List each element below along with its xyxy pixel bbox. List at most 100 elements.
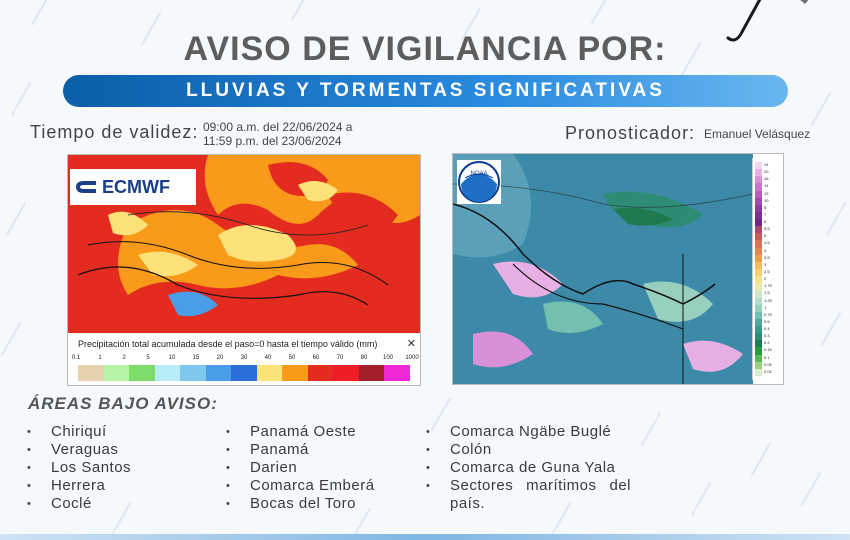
ecmwf-scale-swatch <box>282 365 308 381</box>
noaa-logo-icon: NOAA <box>458 161 500 203</box>
validity-label: Tiempo de validez: <box>30 122 199 142</box>
noaa-scale-label: 12 <box>764 190 769 196</box>
noaa-scale-label: 10 <box>764 197 769 203</box>
ecmwf-logo: ECMWF <box>70 169 196 205</box>
ecmwf-scale-label: 40 <box>264 355 272 361</box>
noaa-scale-swatch <box>755 311 762 319</box>
validity-line-2: 11:59 p.m. del 23/06/2024 <box>203 134 342 148</box>
areas-column-3: Comarca Ngäbe BugléColónComarca de Guna … <box>426 423 631 513</box>
close-icon: ✕ <box>406 338 416 350</box>
noaa-scale-label: 1 <box>764 304 767 310</box>
area-list-item: Sectores marítimos del país. <box>426 477 631 513</box>
noaa-scale-label: 1.25 <box>764 297 772 303</box>
noaa-scale-label: 0.2 <box>764 340 770 346</box>
noaa-scale-swatch <box>755 318 762 327</box>
area-list-item: Bocas del Toro <box>226 495 416 513</box>
area-list-item: Chiriquí <box>27 423 197 441</box>
area-list-item: Veraguas <box>27 441 197 459</box>
noaa-scale-label: 0.15 <box>764 347 772 353</box>
noaa-scale-swatch <box>755 261 762 269</box>
ecmwf-scale-label: 60 <box>312 355 320 361</box>
noaa-scale-swatch <box>755 283 762 291</box>
ecmwf-logo-text: ECMWF <box>102 176 170 197</box>
noaa-scale-swatch <box>755 304 762 312</box>
ecmwf-map-image <box>68 155 420 335</box>
area-list-item: Panamá Oeste <box>226 423 416 441</box>
noaa-scale-swatch <box>755 340 762 348</box>
noaa-scale-swatch <box>755 333 762 341</box>
noaa-scale-swatch <box>755 254 762 262</box>
noaa-scale-swatch <box>755 183 762 191</box>
ecmwf-scale-label: 10 <box>168 355 176 361</box>
noaa-scale-swatch <box>755 326 762 334</box>
ecmwf-scale-label: 2 <box>122 355 126 361</box>
validity-line-1: 09:00 a.m. del 22/06/2024 a <box>203 120 353 134</box>
noaa-scale-swatch <box>755 276 762 284</box>
ecmwf-scale-label: 50 <box>288 355 296 361</box>
ecmwf-scale-label: 5 <box>146 355 150 361</box>
ecmwf-precipitation-map: ECMWF Precipitación total acumulada desd… <box>67 154 421 386</box>
ecmwf-scale-label: 1000 <box>405 355 419 361</box>
area-list-item: Panamá <box>226 441 416 459</box>
noaa-scale-label: 5.5 <box>764 226 770 232</box>
area-list-item: Darien <box>226 459 416 477</box>
noaa-scale-swatch <box>755 347 762 355</box>
noaa-scale-swatch <box>755 247 762 255</box>
ecmwf-scale-swatch <box>231 365 257 381</box>
noaa-scale-swatch <box>755 169 762 177</box>
area-list-item: Herrera <box>27 477 197 495</box>
area-list-item: Comarca Emberá <box>226 477 416 495</box>
noaa-scale-swatch <box>755 354 762 362</box>
noaa-scale-label: 0.5 <box>764 318 770 324</box>
noaa-logo: NOAA <box>457 160 501 204</box>
noaa-scale-swatch <box>755 361 762 369</box>
area-list-item: Colón <box>426 441 631 459</box>
noaa-scale-label: 0.01 <box>764 368 772 374</box>
noaa-scale-swatch <box>755 197 762 205</box>
umbrella-icon <box>726 0 809 42</box>
noaa-scale-label: 6 <box>764 219 767 225</box>
noaa-scale-swatch <box>755 240 762 248</box>
ecmwf-scale-label: 0.1 <box>71 355 81 361</box>
ecmwf-scale-swatch <box>180 365 206 381</box>
ecmwf-legend-caption: Precipitación total acumulada desde el p… <box>78 339 378 349</box>
noaa-scale-label: 14 <box>764 183 769 189</box>
areas-column-1: ChiriquíVeraguasLos SantosHerreraCoclé <box>27 423 197 513</box>
noaa-scale-swatch <box>755 290 762 298</box>
noaa-scale-swatch <box>755 219 762 227</box>
ecmwf-scale-swatch <box>154 365 181 381</box>
ecmwf-scale-swatch <box>129 365 155 381</box>
noaa-logo-text: NOAA <box>470 171 487 177</box>
noaa-scale-label: 0.4 <box>764 326 770 332</box>
ecmwf-scale-label: 70 <box>336 355 344 361</box>
noaa-scale-swatch <box>755 176 762 184</box>
ecmwf-scale-label: 100 <box>382 355 393 361</box>
noaa-scale-label: 24 <box>764 162 769 167</box>
noaa-color-scale: 24 20 16 14 12 10 8 7 6 5.5 5 4.5 4 3.5 3 2.5 2 1.75 1.5 1.… <box>752 158 779 380</box>
ecmwf-scale-swatch <box>333 365 359 381</box>
noaa-scale-swatch <box>755 226 762 234</box>
noaa-scale-label: 7 <box>764 211 767 217</box>
ecmwf-scale-label: 30 <box>240 355 248 361</box>
ecmwf-legend: Precipitación total acumulada desde el p… <box>68 333 420 385</box>
area-list-item: Coclé <box>27 495 197 513</box>
warning-banner: LLUVIAS Y TORMENTAS SIGNIFICATIVAS <box>63 75 788 107</box>
noaa-scale-label: 0.75 <box>764 311 772 317</box>
ecmwf-logo-icon <box>76 181 96 193</box>
noaa-scale-label: 2 <box>764 276 767 282</box>
ecmwf-scale-swatch <box>307 365 334 381</box>
page-title: AVISO DE VIGILANCIA POR: <box>183 30 667 68</box>
ecmwf-scale-labels: 0.1 1 2 5 10 15 20 30 40 50 60 70 80 100 1000 <box>72 355 419 365</box>
noaa-scale-label: 1.75 <box>764 283 772 289</box>
noaa-scale-swatch <box>755 190 762 198</box>
ecmwf-scale-swatch <box>205 365 232 381</box>
area-list-item: Los Santos <box>27 459 197 477</box>
ecmwf-scale-swatch <box>358 365 385 381</box>
ecmwf-scale-label: 15 <box>192 355 200 361</box>
forecaster-name: Emanuel Velásquez <box>704 127 811 141</box>
noaa-scale-label: 8 <box>764 204 767 210</box>
ecmwf-scale-label: 1 <box>98 355 102 361</box>
ecmwf-scale-swatch <box>256 365 283 381</box>
noaa-scale-swatch <box>755 368 762 376</box>
noaa-scale-label: 16 <box>764 176 769 182</box>
